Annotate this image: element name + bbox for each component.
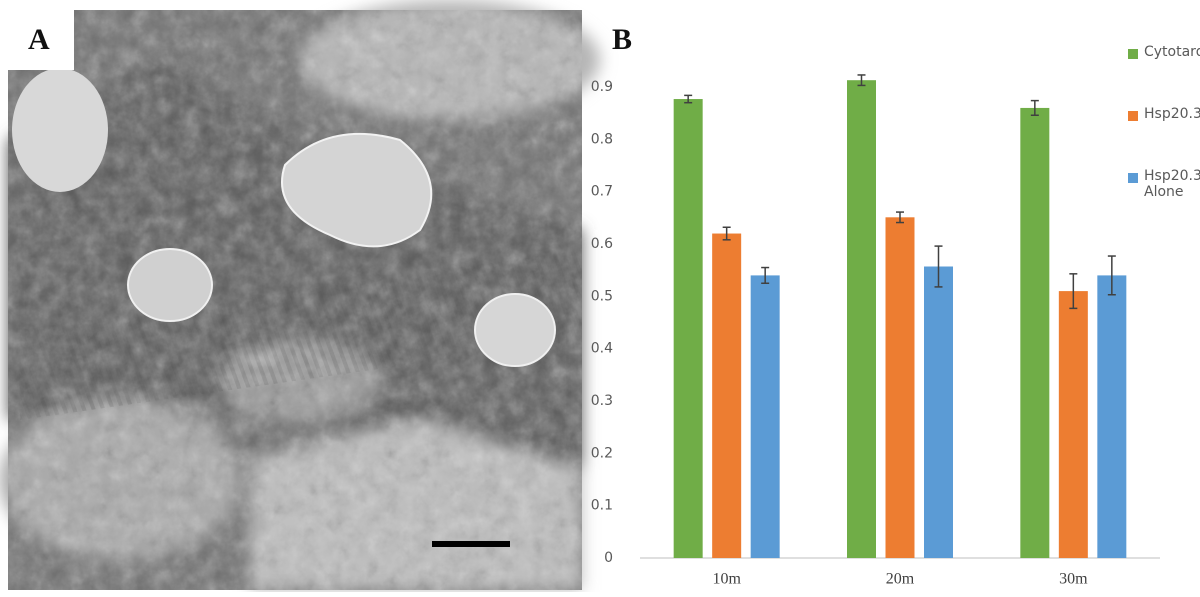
y-tick-label: 0.2 [591,445,613,461]
y-tick-label: 0.4 [591,341,613,357]
bar-chart: 0 0.1 0.2 0.3 0.4 0.5 0.6 0.7 0.8 0.9 10m 20m 30m [591,74,1160,588]
y-tick-label: 0.5 [591,288,613,304]
error-bar [1069,273,1078,310]
legend-swatch [1128,173,1138,183]
y-tick-label: 0.3 [591,393,613,409]
micrograph [0,0,600,590]
bar [1097,275,1127,558]
bar [1020,107,1050,558]
error-bar [761,266,770,284]
bar [750,275,780,558]
error-bar [934,245,943,288]
error-bar [896,211,904,224]
legend-swatch [1128,49,1138,59]
bar [712,233,742,559]
y-tick-label: 0 [604,550,613,566]
y-tick-label: 0.7 [591,184,613,200]
error-bar [857,74,866,87]
legend-label: Cytotardin [1144,44,1200,60]
y-tick-label: 0.8 [591,131,613,147]
legend-swatch [1128,111,1138,121]
legend-item: Hsp20.3 Alone [1128,168,1200,230]
error-bar [722,226,731,241]
panel-label: A [28,23,50,56]
bar [924,266,953,558]
legend-item: Cytotardin [1128,44,1200,106]
legend-label: Hsp20.3 [1144,106,1200,122]
x-tick-label: 10m [712,571,741,588]
bar [847,80,876,559]
legend-item: Hsp20.3 [1128,106,1200,168]
bar [673,99,703,558]
bar [1058,291,1088,558]
y-tick-label: 0.1 [591,498,613,514]
x-tick-label: 20m [886,571,915,588]
error-bar [1107,255,1116,296]
error-bar [684,94,693,104]
error-bar [1030,99,1039,117]
panel-label: B [612,23,632,56]
bar [885,217,915,558]
y-tick-label: 0.9 [591,79,613,95]
x-tick-label: 30m [1059,571,1088,588]
legend-label: Hsp20.3 Alone [1144,168,1200,200]
legend: Cytotardin Hsp20.3 Hsp20.3 Alone [1128,44,1200,230]
y-tick-label: 0.6 [591,236,613,252]
